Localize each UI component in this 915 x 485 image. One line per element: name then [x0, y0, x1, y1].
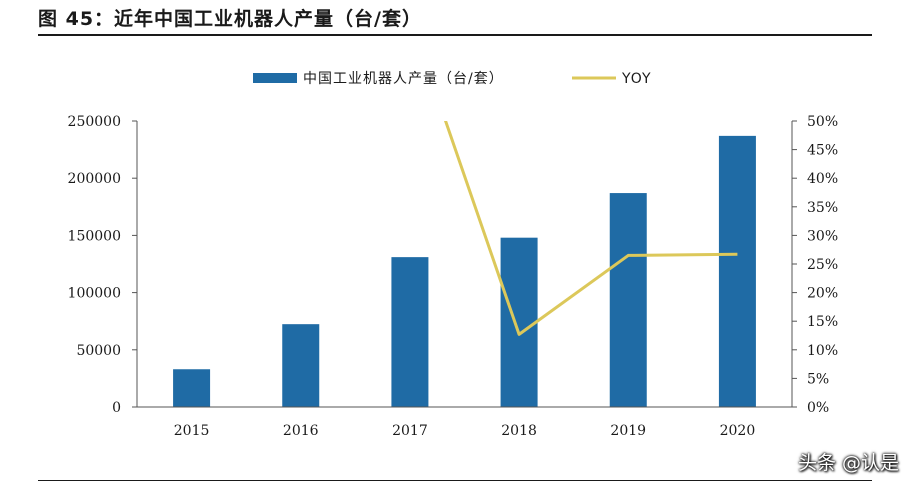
bar-2015	[173, 369, 211, 407]
y-right-tick-label: 10%	[807, 343, 838, 359]
bar-2017	[391, 257, 429, 407]
y-right-tick-label: 35%	[807, 200, 838, 216]
bar-2016	[282, 324, 320, 407]
bar-2018	[500, 237, 538, 407]
y-left-tick-label: 100000	[68, 286, 121, 302]
legend-bar-swatch	[253, 73, 297, 83]
bar-2019	[609, 193, 647, 407]
x-tick-label-2018: 2018	[501, 423, 537, 439]
bar-series	[173, 135, 756, 407]
legend-line-label: YOY	[621, 71, 652, 87]
legend-bar-label: 中国工业机器人产量（台/套）	[303, 71, 504, 87]
x-tick-label-2015: 2015	[174, 423, 210, 439]
figure-title: 图 45：近年中国工业机器人产量（台/套）	[38, 8, 422, 30]
y-right-tick-label: 30%	[807, 228, 838, 244]
y-left-tick-label: 50000	[76, 343, 121, 359]
x-tick-label-2017: 2017	[392, 423, 428, 439]
y-right-tick-label: 25%	[807, 257, 838, 273]
y-left-tick-label: 200000	[68, 171, 121, 187]
y-right-tick-label: 40%	[807, 171, 838, 187]
watermark: 头条 @认是	[797, 452, 899, 474]
y-left-tick-label: 150000	[68, 228, 121, 244]
y-right-tick-label: 45%	[807, 143, 838, 159]
x-tick-label-2016: 2016	[283, 423, 319, 439]
x-tick-label-2019: 2019	[610, 423, 646, 439]
bar-2020	[718, 135, 756, 407]
y-right-tick-label: 15%	[807, 314, 838, 330]
yoy-line	[443, 121, 738, 336]
y-left-tick-label: 250000	[68, 114, 121, 130]
x-tick-label-2020: 2020	[720, 423, 756, 439]
y-right-tick-label: 50%	[807, 114, 838, 130]
yoy-series	[443, 121, 738, 336]
y-right-tick-label: 5%	[807, 371, 829, 387]
y-right-tick-label: 0%	[807, 400, 829, 416]
axes: 2015 2016 2017 2018 2019 2020 0 50000 100000 1500…	[68, 114, 839, 439]
legend: 中国工业机器人产量（台/套） YOY	[253, 71, 652, 87]
y-left-tick-label: 0	[112, 400, 121, 416]
title-rule	[38, 34, 872, 36]
bottom-rule	[38, 480, 872, 481]
y-right-tick-label: 20%	[807, 286, 838, 302]
